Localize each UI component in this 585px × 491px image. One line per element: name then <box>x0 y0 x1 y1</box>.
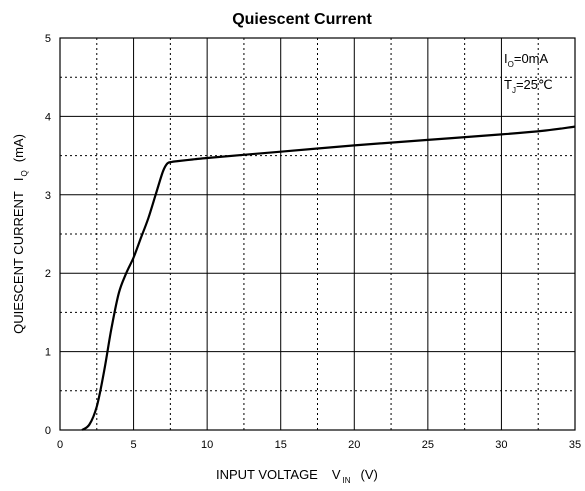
y-tick-label: 2 <box>45 268 51 280</box>
x-tick-label: 35 <box>569 439 581 451</box>
series-line <box>81 125 576 431</box>
y-tick-label: 1 <box>45 347 51 359</box>
x-tick-label: 20 <box>348 439 360 451</box>
x-tick-label: 0 <box>57 439 63 451</box>
x-tick-labels: 0 5 10 15 20 25 30 35 <box>57 439 581 451</box>
chart-title: Quiescent Current <box>232 11 372 28</box>
y-tick-label: 5 <box>45 33 51 45</box>
plot-frame <box>59 37 576 431</box>
y-tick-label: 4 <box>45 111 51 123</box>
x-tick-label: 30 <box>495 439 507 451</box>
y-tick-label: 3 <box>45 190 51 202</box>
grid <box>60 38 575 430</box>
y-tick-labels: 0 1 2 3 4 5 <box>45 33 51 437</box>
condition-annotation: IO=0mA TJ=25℃ <box>504 51 553 95</box>
y-tick-label: 0 <box>45 425 51 437</box>
x-tick-label: 10 <box>201 439 213 451</box>
y-axis-label: QUIESCENT CURRENTIQ(mA) <box>11 134 29 334</box>
x-tick-label: 5 <box>131 439 137 451</box>
annotation-tj: TJ=25℃ <box>504 77 553 95</box>
x-tick-label: 25 <box>422 439 434 451</box>
x-axis-label: INPUT VOLTAGE V IN (V) <box>216 467 378 485</box>
annotation-io: IO=0mA <box>504 51 549 69</box>
x-tick-label: 15 <box>275 439 287 451</box>
